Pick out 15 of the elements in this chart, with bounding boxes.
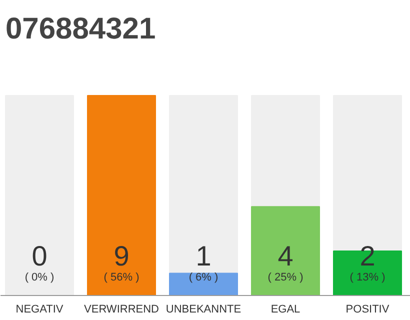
data-label: 1 [196, 240, 212, 272]
data-label: 0 [32, 240, 48, 272]
annotation: ( 0% ) [24, 272, 54, 284]
annotation: ( 56% ) [104, 272, 140, 284]
x-tick-label: UNBEKANNTE [166, 304, 242, 316]
data-label: 9 [114, 240, 130, 272]
data-label: 4 [278, 240, 294, 272]
annotation: ( 25% ) [268, 272, 304, 284]
annotation: ( 6% ) [188, 272, 218, 284]
x-tick-label: EGAL [270, 304, 300, 316]
chart-title: 076884321 [6, 12, 156, 46]
x-tick-label: POSITIV [346, 304, 390, 316]
annotation: ( 13% ) [350, 272, 386, 284]
x-tick-label: NEGATIV [16, 304, 64, 316]
x-tick-label: VERWIRREND [84, 304, 160, 316]
